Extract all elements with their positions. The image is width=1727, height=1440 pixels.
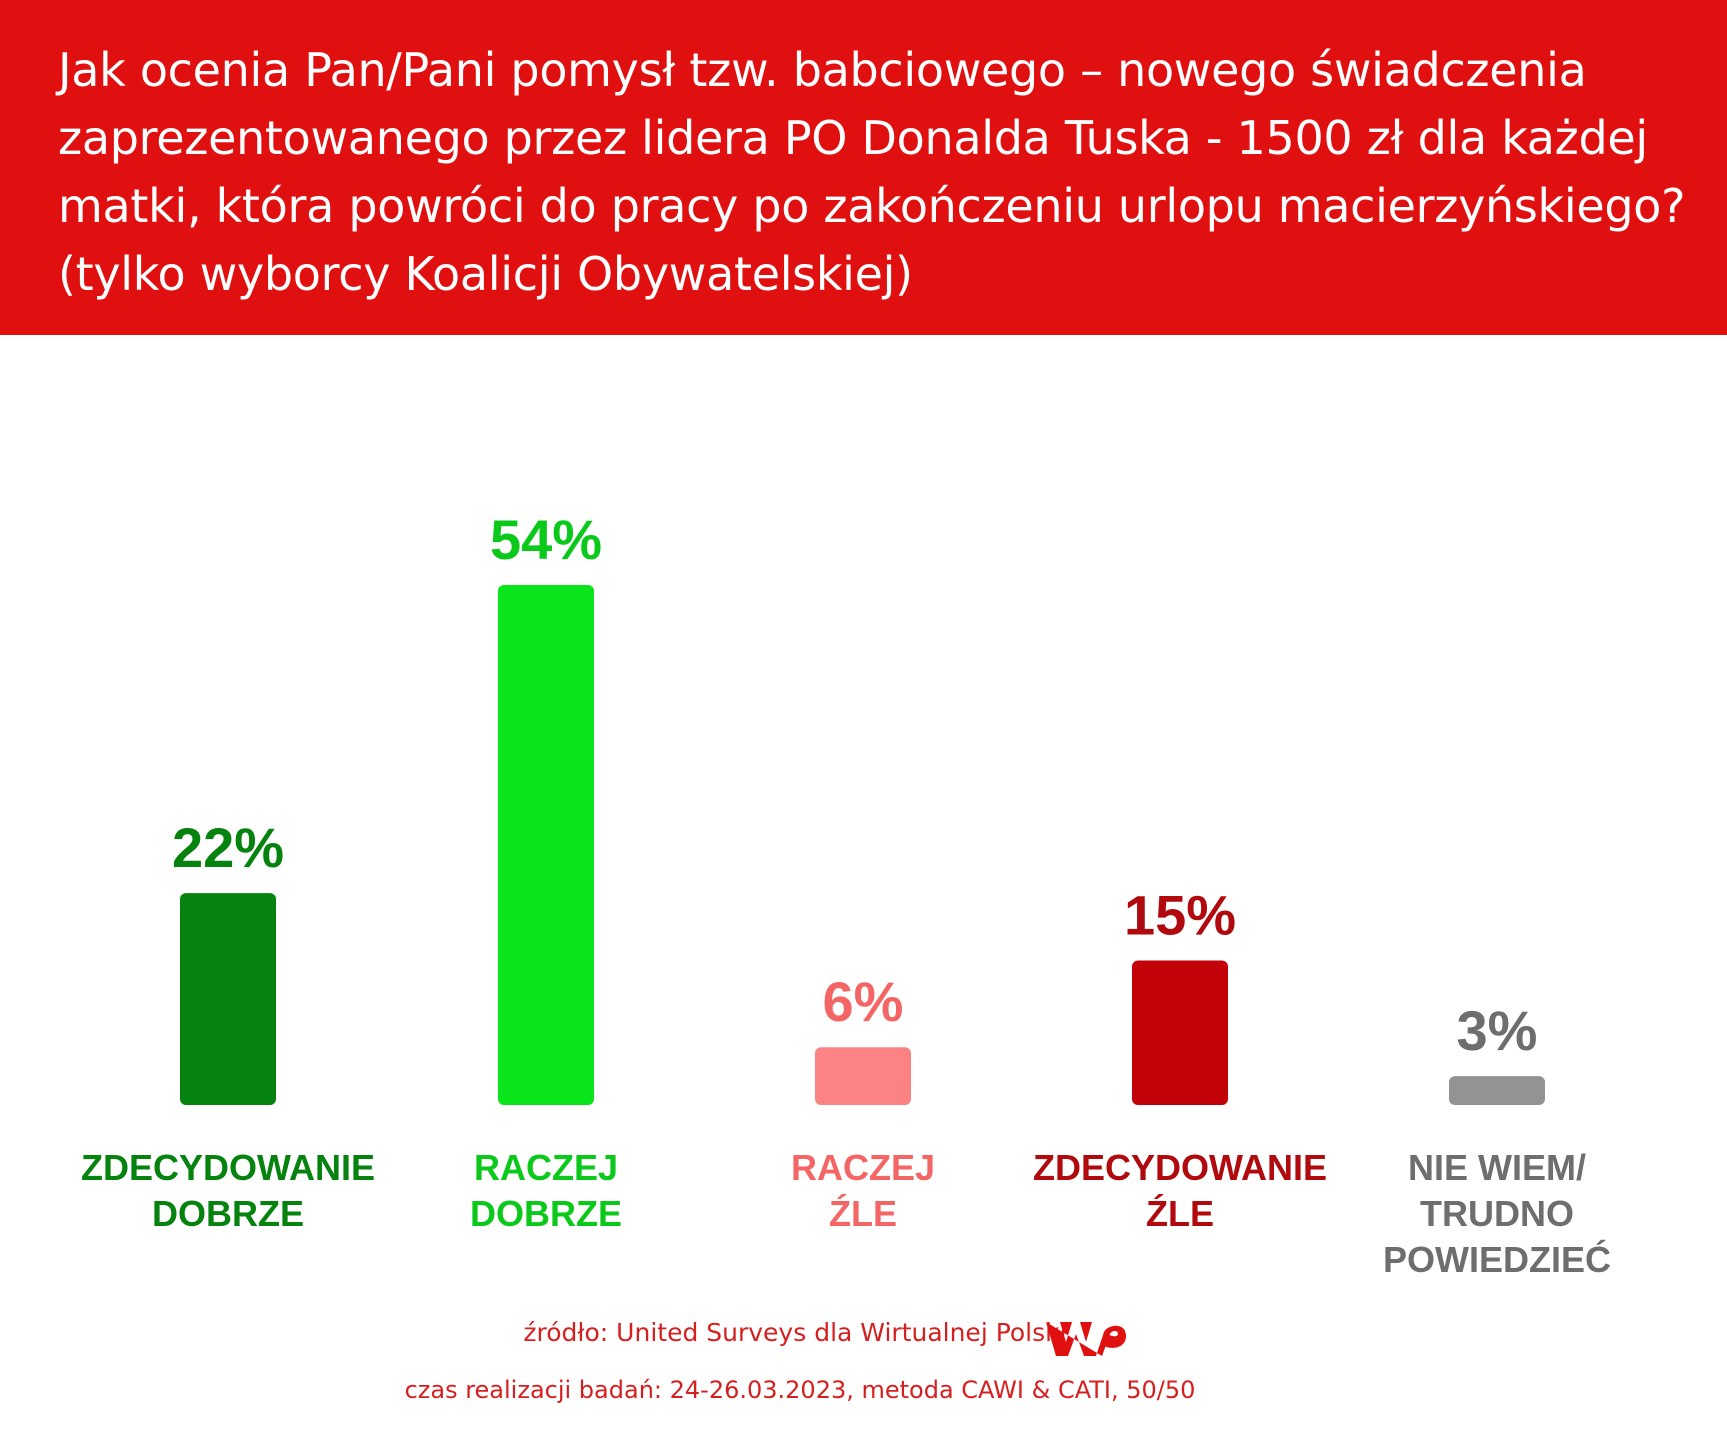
header-banner: Jak ocenia Pan/Pani pomysł tzw. babciowe…: [0, 0, 1727, 335]
value-label-3: 15%: [1124, 884, 1236, 947]
bar-0: [180, 893, 276, 1105]
value-label-1: 54%: [490, 508, 602, 571]
value-label-2: 6%: [823, 970, 904, 1033]
category-label-4: NIE WIEM/TRUDNO POWIEDZIEĆ: [1337, 1145, 1657, 1283]
category-label-3: ZDECYDOWANIE ŹLE: [1020, 1145, 1340, 1237]
value-label-4: 3%: [1457, 999, 1538, 1062]
bar-1: [498, 585, 594, 1105]
category-label-line: NIE WIEM/: [1408, 1147, 1586, 1188]
category-label-line: RACZEJ: [790, 1147, 936, 1188]
wp-logo: [1042, 1312, 1128, 1373]
category-label-line: ŹLE: [829, 1193, 897, 1234]
category-label-line: ZDECYDOWANIE: [80, 1147, 375, 1188]
category-label-line: ZDECYDOWANIE: [1032, 1147, 1327, 1188]
category-label-line: DOBRZE: [470, 1193, 622, 1234]
source-text: źródło: United Surveys dla Wirtualnej Po…: [523, 1318, 1067, 1347]
bar-chart-svg: 22% 54% 6% 15% 3%: [172, 508, 1545, 1105]
category-label-line: POWIEDZIEĆ: [1382, 1239, 1611, 1280]
date-method-text: czas realizacji badań: 24-26.03.2023, me…: [404, 1376, 1196, 1404]
category-label-1: RACZEJ DOBRZE: [386, 1145, 706, 1237]
bar-chart: 22% 54% 6% 15% 3% ZDECYDOWANIE DOBRZE RACZEJ DO…: [0, 335, 1727, 1335]
bar-3: [1132, 960, 1228, 1105]
value-label-0: 22%: [172, 816, 284, 879]
chart-title: Jak ocenia Pan/Pani pomysł tzw. babciowe…: [58, 43, 1686, 301]
wp-logo-icon: [1046, 1322, 1126, 1356]
category-label-line: ŹLE: [1146, 1193, 1214, 1234]
category-label-line: RACZEJ: [473, 1147, 619, 1188]
category-label-line: DOBRZE: [152, 1193, 304, 1234]
category-label-2: RACZEJ ŹLE: [703, 1145, 1023, 1237]
bar-2: [815, 1047, 911, 1105]
category-label-0: ZDECYDOWANIE DOBRZE: [68, 1145, 388, 1237]
category-label-line: TRUDNO: [1420, 1193, 1574, 1234]
bar-4: [1449, 1076, 1545, 1105]
